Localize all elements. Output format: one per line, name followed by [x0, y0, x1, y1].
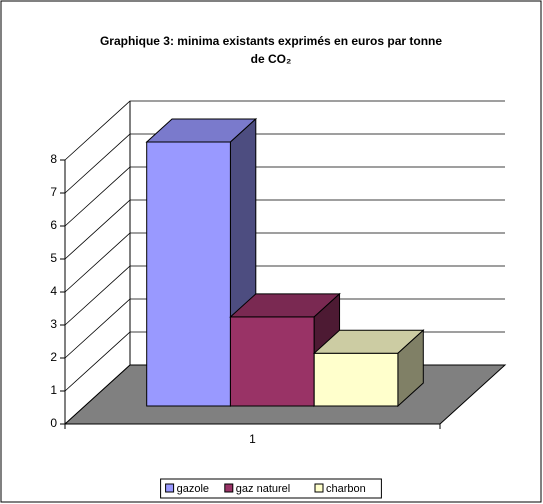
- legend-swatch: [314, 483, 324, 493]
- plot-area: 0 1 2 3 4 5 6 7 8 1: [50, 100, 507, 446]
- grid-line: [64, 265, 505, 326]
- legend-text: charbon: [326, 483, 366, 495]
- bar-front: [229, 316, 315, 407]
- y-tick-label: 2: [50, 350, 57, 364]
- legend-text: gazole: [177, 483, 209, 495]
- legend-text: gaz naturel: [236, 483, 290, 495]
- legend-swatch: [165, 483, 175, 493]
- grid-line: [64, 232, 505, 293]
- bar: [229, 292, 341, 408]
- legend-swatch: [224, 483, 234, 493]
- y-tick-label: 7: [50, 185, 57, 199]
- bar-front: [313, 352, 399, 407]
- y-tick-label: 0: [50, 416, 57, 430]
- legend-box: [160, 478, 382, 499]
- y-tick-label: 4: [50, 284, 57, 298]
- grid-line: [64, 199, 505, 260]
- grid-line: [64, 133, 505, 194]
- grid-line: [64, 100, 505, 161]
- legend: gazole gaz naturel charbon: [160, 478, 382, 499]
- bar-front: [146, 141, 231, 407]
- y-tick-label: 8: [50, 152, 57, 166]
- grid-line: [64, 166, 505, 227]
- x-tick-label: 1: [249, 432, 256, 446]
- y-tick-label: 3: [50, 317, 57, 331]
- grid-line: [64, 298, 505, 359]
- chart-title: Graphique 3: minima existants exprimés e…: [100, 34, 442, 48]
- bar-side: [397, 329, 424, 408]
- bar: [312, 329, 425, 408]
- y-tick-label: 5: [50, 251, 57, 265]
- y-tick-label: 6: [50, 218, 57, 232]
- chart-title: de CO₂: [251, 52, 292, 66]
- y-tick-label: 1: [50, 383, 57, 397]
